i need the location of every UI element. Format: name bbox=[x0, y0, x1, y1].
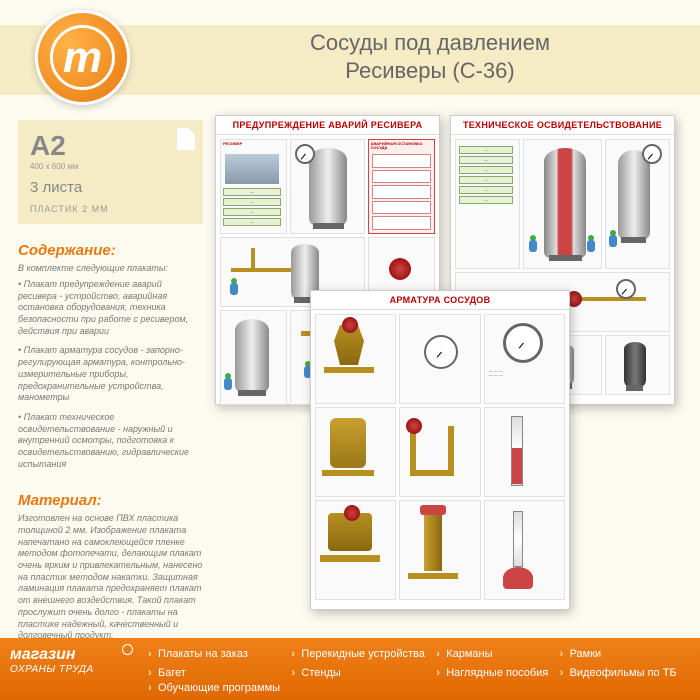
diagram-cell bbox=[315, 314, 396, 404]
logo-letter: m bbox=[50, 25, 115, 90]
diagram-cell bbox=[290, 139, 364, 234]
content-bullet: • Плакат арматура сосудов - запорно-регу… bbox=[18, 345, 203, 403]
diagram-cell: РЕСИВЕР ———— bbox=[220, 139, 287, 234]
title-line-2: Ресиверы (С-36) bbox=[180, 58, 680, 84]
diagram-cell bbox=[315, 407, 396, 497]
content-bullet: • Плакат предупреждение аварий ресивера … bbox=[18, 279, 203, 337]
footer-link[interactable]: Стенды bbox=[293, 667, 438, 679]
poster-3-title: АРМАТУРА СОСУДОВ bbox=[311, 291, 569, 310]
diagram-cell: АВАРИЙНАЯ ОСТАНОВКА СОСУДА bbox=[368, 139, 435, 234]
diagram-cell bbox=[484, 500, 565, 600]
title-line-1: Сосуды под давлением bbox=[180, 30, 680, 56]
footer-link[interactable]: Плакаты на заказ bbox=[150, 648, 293, 660]
footer: магазин ОХРАНЫ ТРУДА Плакаты на заказ Пе… bbox=[0, 638, 700, 700]
diagram-cell bbox=[484, 407, 565, 497]
footer-link[interactable]: Карманы bbox=[438, 648, 561, 660]
content-heading: Содержание: bbox=[18, 242, 203, 259]
content-bullet: • Плакат техническое освидетельствование… bbox=[18, 412, 203, 470]
diagram-cell: —————— bbox=[455, 139, 520, 269]
diagram-cell bbox=[605, 139, 670, 269]
footer-brand-line1: магазин bbox=[10, 646, 130, 664]
diagram-cell bbox=[399, 314, 480, 404]
spec-dimensions: 400 х 600 мм bbox=[30, 162, 191, 171]
brand-logo: m bbox=[35, 10, 130, 105]
poster-previews: ПРЕДУПРЕЖДЕНИЕ АВАРИЙ РЕСИВЕРА РЕСИВЕР —… bbox=[215, 115, 685, 615]
spec-material: ПЛАСТИК 2 ММ bbox=[30, 204, 191, 214]
material-section: Материал: Изготовлен на основе ПВХ пласт… bbox=[18, 492, 203, 642]
page-title: Сосуды под давлением Ресиверы (С-36) bbox=[180, 30, 680, 84]
content-section: Содержание: В комплекте следующие плакат… bbox=[18, 242, 203, 470]
material-heading: Материал: bbox=[18, 492, 203, 509]
diagram-cell bbox=[399, 407, 480, 497]
footer-brand: магазин ОХРАНЫ ТРУДА bbox=[0, 638, 140, 700]
diagram-cell bbox=[315, 500, 396, 600]
content-intro: В комплекте следующие плакаты: bbox=[18, 263, 203, 273]
diagram-cell: — — —— — — bbox=[484, 314, 565, 404]
poster-1-title: ПРЕДУПРЕЖДЕНИЕ АВАРИЙ РЕСИВЕРА bbox=[216, 116, 439, 135]
spec-sheets: 3 листа bbox=[30, 179, 191, 196]
sidebar: А2 400 х 600 мм 3 листа ПЛАСТИК 2 ММ Сод… bbox=[18, 120, 203, 642]
specs-box: А2 400 х 600 мм 3 листа ПЛАСТИК 2 ММ bbox=[18, 120, 203, 224]
diagram-cell bbox=[220, 310, 287, 405]
poster-3: АРМАТУРА СОСУДОВ — — —— — — bbox=[310, 290, 570, 610]
footer-link[interactable]: Перекидные устройства bbox=[293, 648, 438, 660]
ring-icon bbox=[122, 644, 133, 655]
page-corner-icon bbox=[177, 128, 195, 150]
footer-brand-line2: ОХРАНЫ ТРУДА bbox=[10, 664, 130, 675]
footer-link[interactable]: Рамки bbox=[562, 648, 690, 660]
poster-2-title: ТЕХНИЧЕСКОЕ ОСВИДЕТЕЛЬСТВОВАНИЕ bbox=[451, 116, 674, 135]
footer-link[interactable]: Багет bbox=[150, 667, 293, 679]
diagram-cell bbox=[399, 500, 480, 600]
footer-link[interactable]: Обучающие программы bbox=[150, 682, 293, 694]
diagram-cell bbox=[523, 139, 601, 269]
material-text: Изготовлен на основе ПВХ пластика толщин… bbox=[18, 513, 203, 642]
footer-link[interactable]: Наглядные пособия bbox=[438, 667, 561, 679]
spec-format: А2 bbox=[30, 130, 66, 162]
footer-link[interactable]: Видеофильмы по ТБ bbox=[562, 667, 690, 679]
diagram-cell bbox=[605, 335, 670, 395]
footer-links: Плакаты на заказ Перекидные устройства К… bbox=[140, 638, 700, 700]
